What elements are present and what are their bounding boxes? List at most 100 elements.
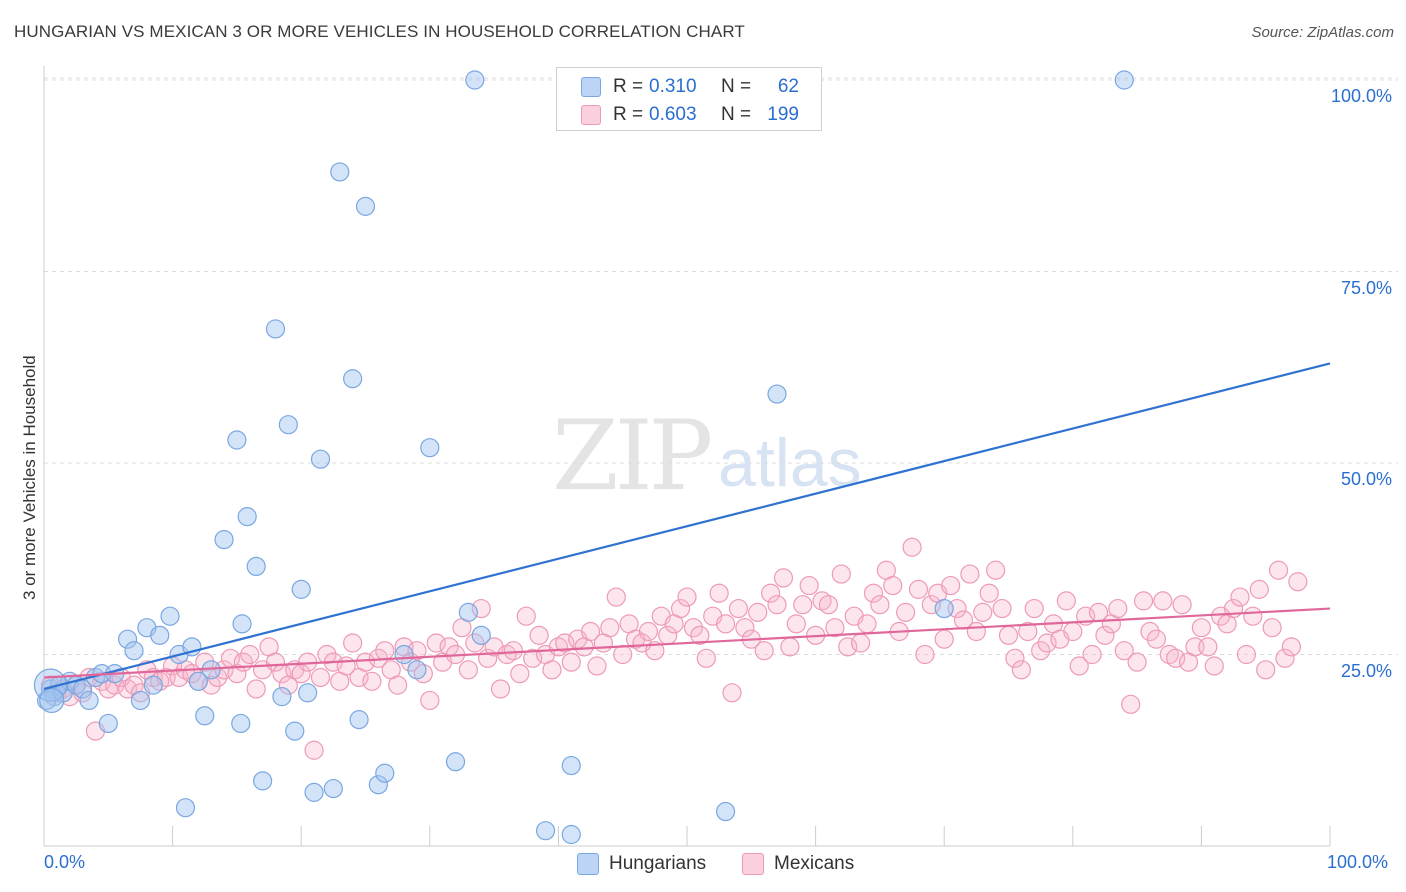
mexican-point — [748, 602, 768, 622]
mexican-point — [1249, 579, 1269, 599]
mexican-point — [896, 602, 916, 622]
mexican-point — [1031, 641, 1051, 661]
mexican-point — [555, 633, 575, 653]
hungarian-point — [368, 775, 388, 795]
hungarian-point — [117, 629, 138, 649]
legend-r-value: 0.310 — [649, 76, 697, 97]
mexican-point — [921, 595, 941, 615]
mexican-point — [510, 664, 530, 684]
mexican-point — [1191, 618, 1212, 638]
hungarian-point — [355, 196, 376, 216]
mexican-point — [670, 598, 691, 619]
hungarian-point — [561, 824, 581, 845]
bottom-legend-label-hungarians: Hungarians — [609, 853, 707, 874]
mexican-point — [677, 587, 697, 607]
hungarian-point — [407, 660, 427, 680]
mexican-point — [355, 652, 376, 672]
y-tick-label: 100.0% — [1330, 86, 1392, 106]
grid-lines — [44, 77, 1398, 655]
mexican-point — [529, 625, 549, 645]
mexican-point — [1281, 637, 1302, 657]
mexican-point — [105, 675, 125, 695]
hungarian-point — [175, 798, 196, 818]
mexican-point — [857, 614, 877, 634]
legend-n-label: N = — [721, 104, 752, 125]
mexican-point — [760, 583, 781, 603]
legend-r-value: 0.603 — [649, 104, 697, 125]
mexican-point — [979, 583, 999, 603]
hungarian-point — [79, 690, 99, 711]
mexican-point — [1262, 618, 1282, 638]
mexican-point — [1256, 660, 1276, 680]
mexican-point — [908, 579, 929, 599]
hungarian-point — [934, 598, 954, 619]
mexican-point — [799, 575, 819, 596]
mexican-point — [1204, 656, 1224, 676]
mexican-point — [1230, 587, 1250, 607]
hungarian-point — [214, 529, 234, 550]
mexican-point — [420, 690, 440, 711]
legend-n-value: 62 — [777, 76, 799, 97]
bottom-legend-mexicans: Mexicans — [742, 852, 854, 876]
hungarian-point — [323, 778, 343, 799]
legend-swatch-hungarians — [581, 77, 601, 97]
mexican-point — [317, 644, 337, 665]
hungarian-point — [231, 713, 251, 734]
hungarians-points — [33, 70, 1134, 845]
mexican-point — [1005, 648, 1025, 668]
mexican-point — [600, 618, 620, 638]
mexican-point — [645, 641, 665, 661]
mexican-point — [1018, 621, 1038, 642]
mexican-point — [458, 660, 478, 680]
legend-row-mexicans: R = 0.603 N = 199 — [581, 104, 799, 126]
mexican-point — [818, 595, 839, 615]
legend-swatch-mexicans — [581, 105, 601, 125]
mexican-point — [1095, 625, 1115, 645]
hungarian-point — [310, 449, 331, 469]
mexican-point — [606, 587, 626, 607]
mexican-point — [523, 648, 543, 668]
hungarian-point — [150, 625, 170, 645]
hungarian-point — [330, 162, 350, 182]
mexican-point — [973, 602, 993, 622]
hungarian-point — [39, 687, 65, 714]
mexican-point — [465, 633, 485, 653]
hungarian-point — [343, 369, 363, 389]
mexican-point — [580, 621, 601, 642]
mexicans-trend-line — [43, 607, 1331, 679]
mexican-point — [883, 575, 903, 596]
mexican-point — [722, 683, 742, 703]
mexican-point — [1166, 648, 1186, 668]
mexican-point — [240, 644, 260, 665]
hungarian-point — [298, 683, 318, 703]
mexican-point — [915, 644, 935, 665]
mexican-point — [1268, 560, 1289, 580]
bottom-legend-label-mexicans: Mexicans — [774, 853, 855, 874]
mexican-point — [638, 621, 659, 642]
mexican-point — [516, 606, 536, 626]
hungarian-point — [195, 706, 215, 726]
mexican-point — [960, 564, 980, 584]
mexican-point — [1024, 598, 1044, 619]
hungarian-point — [471, 625, 491, 645]
mexican-point — [683, 618, 704, 638]
hungarian-point — [237, 507, 257, 527]
legend-n-value: 199 — [767, 104, 799, 125]
stats-legend: R = 0.310 N = 62 R = 0.603 N = 199 — [556, 67, 822, 131]
mexican-point — [561, 652, 581, 672]
chart-title: HUNGARIAN VS MEXICAN 3 OR MORE VEHICLES … — [14, 22, 745, 41]
mexican-point — [754, 641, 774, 661]
hungarian-point — [98, 713, 118, 734]
y-tick-label: 50.0% — [1340, 469, 1392, 489]
hungarian-point — [253, 771, 273, 791]
mexican-point — [1121, 694, 1141, 714]
mexican-point — [490, 679, 511, 699]
hungarian-point — [394, 644, 414, 665]
mexican-point — [1069, 656, 1089, 676]
mexican-point — [838, 637, 858, 657]
hungarian-point — [285, 721, 305, 741]
mexican-point — [169, 667, 189, 688]
mexican-point — [1127, 652, 1147, 672]
hungarian-point — [265, 319, 286, 339]
legend-r-label: R = — [613, 104, 644, 125]
